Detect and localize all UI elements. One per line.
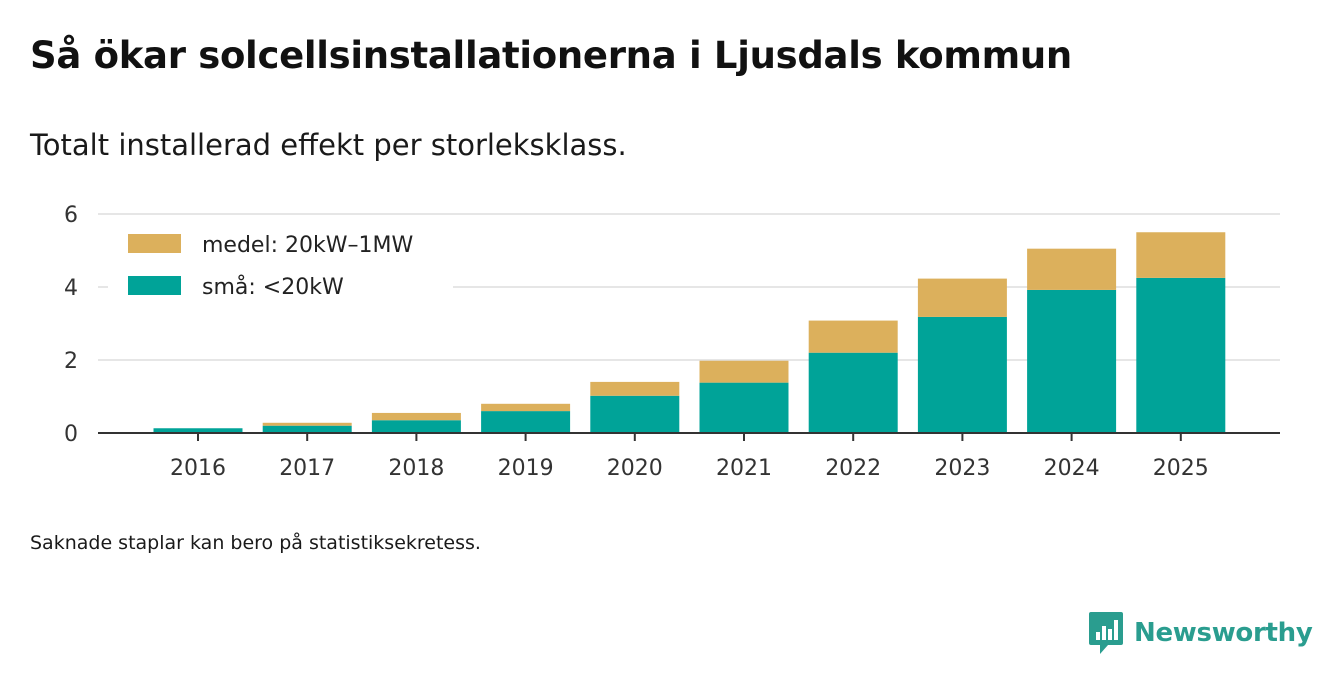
bar-2021-series-0 [699, 382, 789, 433]
legend-label-1: medel: 20kW–1MW [202, 233, 413, 258]
bar-2020-series-1 [590, 381, 680, 396]
bar-2019-series-1 [481, 403, 571, 412]
x-tick-label-2022: 2022 [825, 456, 881, 481]
x-axis: 2016 2017 2018 2019 2020 2021 2022 2023 2024 2025 [98, 432, 1280, 481]
x-tick-label-2020: 2020 [607, 456, 663, 481]
y-tick-label-0: 0 [64, 422, 78, 447]
bar-2016-series-0 [153, 428, 243, 433]
bar-2018-series-1 [371, 412, 461, 421]
bars [153, 232, 1226, 433]
bar-2022-series-1 [808, 320, 898, 353]
y-tick-label-4: 4 [64, 276, 78, 301]
x-tick-label-2025: 2025 [1153, 456, 1209, 481]
legend: medel: 20kW–1MW små: <20kW [108, 222, 453, 304]
bar-2018-series-0 [371, 420, 461, 433]
x-tick-label-2017: 2017 [279, 456, 335, 481]
newsworthy-logo-icon [1089, 612, 1123, 654]
brand-logo: Newsworthy [1088, 610, 1313, 656]
bar-2024-series-0 [1027, 289, 1117, 433]
bar-2017-series-1 [262, 422, 352, 426]
bar-2017-series-0 [262, 425, 352, 433]
bar-2022-series-0 [808, 352, 898, 433]
legend-label-0: små: <20kW [202, 274, 344, 300]
bar-2023-series-0 [917, 316, 1007, 433]
bar-2019-series-0 [481, 411, 571, 433]
x-tick-label-2021: 2021 [716, 456, 772, 481]
bar-2025-series-1 [1136, 232, 1226, 278]
bar-2021-series-1 [699, 360, 789, 383]
chart-title: Så ökar solcellsinstallationerna i Ljusd… [30, 34, 1072, 77]
x-tick-label-2016: 2016 [170, 456, 226, 481]
x-tick-label-2023: 2023 [934, 456, 990, 481]
bar-2020-series-0 [590, 395, 680, 433]
legend-swatch-1 [128, 234, 181, 253]
bar-2023-series-1 [917, 278, 1007, 317]
brand-name: Newsworthy [1134, 618, 1313, 648]
x-tick-label-2024: 2024 [1044, 456, 1100, 481]
x-tick-label-2018: 2018 [388, 456, 444, 481]
bar-2025-series-0 [1136, 277, 1226, 433]
x-tick-label-2019: 2019 [498, 456, 554, 481]
footnote: Saknade staplar kan bero på statistiksek… [30, 532, 481, 554]
y-tick-label-6: 6 [64, 203, 78, 228]
y-tick-label-2: 2 [64, 349, 78, 374]
legend-swatch-0 [128, 276, 181, 295]
chart-subtitle: Totalt installerad effekt per storlekskl… [30, 128, 627, 162]
bar-chart: 0 2 4 6 2016 2017 2018 2019 2020 2021 2022 2023 202… [64, 203, 1280, 481]
bar-2024-series-1 [1027, 248, 1117, 290]
